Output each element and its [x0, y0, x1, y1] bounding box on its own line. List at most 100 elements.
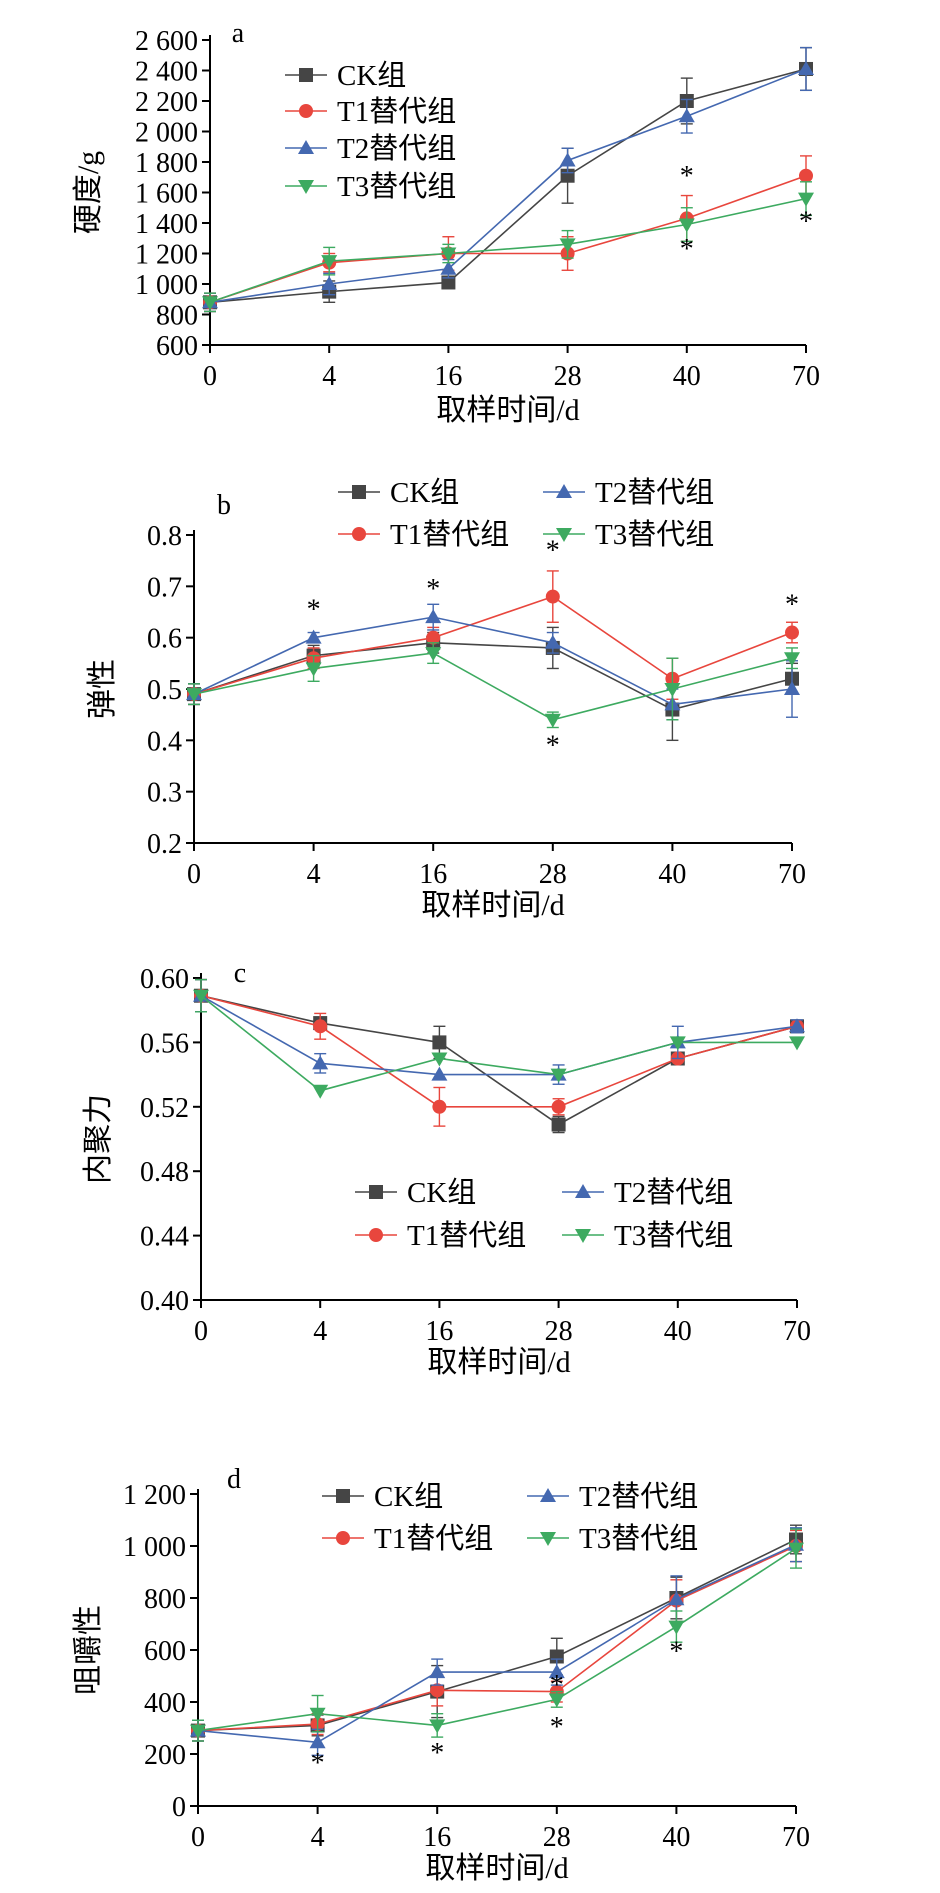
data-point	[550, 1068, 567, 1083]
significance-mark: *	[799, 207, 813, 238]
series-line	[197, 1545, 797, 1732]
y-tick-label: 1 200	[135, 240, 198, 271]
legend-label: T3替代组	[579, 1522, 698, 1555]
legend-label: CK组	[374, 1480, 443, 1513]
x-tick-label: 4	[311, 1822, 325, 1853]
y-axis-title: 硬度/g	[72, 151, 105, 234]
x-axis-title: 取样时间/d	[425, 1852, 568, 1885]
series-line	[193, 595, 793, 695]
data-point	[784, 652, 800, 667]
y-tick-label: 0.60	[140, 964, 189, 995]
significance-mark: *	[785, 590, 799, 621]
series-T3	[202, 181, 814, 313]
x-tick-label: 16	[419, 859, 447, 890]
series-line	[200, 994, 798, 1108]
y-axis-title: 弹性	[86, 659, 119, 719]
y-tick-label: 1 000	[135, 270, 198, 301]
series-line	[193, 641, 793, 711]
significance-mark: *	[680, 161, 694, 192]
y-tick-label: 2 400	[135, 57, 198, 88]
x-tick-label: 70	[792, 361, 820, 392]
y-tick-label: 2 200	[135, 87, 198, 118]
data-point	[559, 238, 576, 253]
data-point	[431, 1066, 448, 1081]
y-tick-label: 400	[144, 1688, 186, 1719]
legend-marker	[540, 1488, 556, 1502]
x-tick-label: 28	[554, 361, 582, 392]
legend-marker	[299, 104, 313, 118]
significance-mark: *	[311, 1748, 325, 1779]
data-point	[313, 1019, 328, 1034]
x-tick-label: 4	[313, 1316, 327, 1347]
x-tick-label: 16	[423, 1822, 451, 1853]
x-axis-title: 取样时间/d	[427, 1346, 570, 1379]
legend-label: T3替代组	[595, 518, 714, 551]
data-point	[432, 1035, 447, 1050]
data-point	[551, 1117, 566, 1132]
data-point	[798, 60, 814, 75]
data-point	[432, 1099, 447, 1114]
x-tick-label: 28	[543, 1822, 571, 1853]
significance-mark: *	[680, 234, 694, 265]
significance-mark: *	[426, 574, 440, 605]
data-point	[321, 255, 338, 270]
data-point	[312, 1084, 329, 1099]
data-point	[548, 1664, 565, 1679]
series-line	[209, 68, 807, 304]
legend-label: T2替代组	[337, 132, 456, 165]
data-point	[425, 609, 442, 624]
series-CK	[191, 1524, 803, 1742]
x-tick-label: 28	[539, 859, 567, 890]
y-tick-label: 800	[156, 301, 198, 332]
significance-mark: *	[669, 1636, 683, 1667]
y-tick-label: 0.8	[147, 521, 182, 552]
series-line	[209, 174, 807, 304]
series-CK	[194, 978, 804, 1134]
series-T1	[191, 1529, 803, 1742]
legend-label: T3替代组	[614, 1219, 733, 1252]
data-point	[678, 108, 695, 123]
data-point	[202, 296, 218, 311]
data-point	[429, 1664, 446, 1679]
panel-label: b	[217, 490, 231, 521]
series-line	[197, 1547, 797, 1732]
y-tick-label: 1 400	[135, 209, 198, 240]
x-axis-title: 取样时间/d	[436, 394, 579, 427]
y-tick-label: 0	[172, 1792, 186, 1823]
legend-label: T1替代组	[374, 1522, 493, 1555]
legend-label: T2替代组	[595, 476, 714, 509]
x-tick-label: 0	[187, 859, 201, 890]
data-point	[431, 1052, 448, 1067]
panel-label: a	[232, 18, 245, 49]
y-tick-label: 0.7	[147, 572, 182, 603]
legend-marker	[298, 140, 314, 154]
series-T2	[193, 978, 805, 1085]
legend-label: T2替代组	[614, 1176, 733, 1209]
legend-marker	[336, 1489, 350, 1503]
x-axis-title: 取样时间/d	[421, 889, 564, 922]
y-tick-label: 0.56	[140, 1028, 189, 1059]
series-CK	[203, 46, 813, 313]
series-T1	[194, 978, 804, 1127]
data-point	[440, 247, 457, 262]
x-tick-label: 70	[782, 1822, 810, 1853]
data-point	[321, 276, 338, 290]
data-point	[544, 713, 561, 728]
legend-label: T1替代组	[407, 1219, 526, 1252]
legend-marker	[556, 484, 572, 498]
legend-label: T2替代组	[579, 1480, 698, 1513]
y-tick-label: 1 200	[123, 1480, 186, 1511]
legend-label: T1替代组	[337, 95, 456, 128]
x-tick-label: 4	[307, 859, 321, 890]
significance-mark: *	[546, 731, 560, 762]
data-point	[789, 1036, 805, 1051]
x-tick-label: 16	[434, 361, 462, 392]
significance-mark: *	[550, 1712, 564, 1743]
x-tick-label: 16	[425, 1316, 453, 1347]
y-tick-label: 2 000	[135, 118, 198, 149]
data-point	[784, 681, 800, 695]
legend-label: CK组	[390, 476, 459, 509]
y-tick-label: 600	[144, 1636, 186, 1667]
